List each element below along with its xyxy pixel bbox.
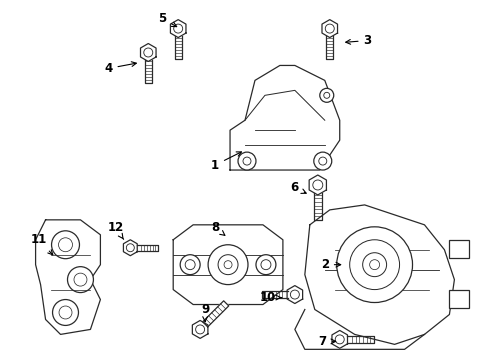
- Polygon shape: [173, 225, 283, 305]
- Polygon shape: [171, 20, 186, 37]
- Polygon shape: [36, 220, 100, 334]
- Polygon shape: [305, 205, 454, 345]
- Polygon shape: [322, 20, 338, 37]
- Text: 2: 2: [321, 258, 341, 271]
- Circle shape: [68, 267, 94, 293]
- Text: 1: 1: [211, 152, 242, 172]
- Circle shape: [350, 240, 399, 289]
- Text: 3: 3: [346, 34, 372, 47]
- Text: 7: 7: [318, 335, 336, 348]
- Circle shape: [208, 245, 248, 285]
- Polygon shape: [123, 240, 137, 256]
- Circle shape: [314, 152, 332, 170]
- Circle shape: [363, 253, 387, 276]
- Polygon shape: [332, 330, 347, 348]
- Polygon shape: [203, 301, 229, 327]
- Text: 8: 8: [211, 221, 225, 235]
- Circle shape: [52, 300, 78, 325]
- Circle shape: [320, 88, 334, 102]
- Text: 4: 4: [104, 62, 136, 75]
- Polygon shape: [287, 285, 303, 303]
- Circle shape: [218, 255, 238, 275]
- Polygon shape: [141, 44, 156, 62]
- Text: 11: 11: [30, 233, 53, 255]
- Circle shape: [51, 231, 79, 259]
- Text: 9: 9: [201, 303, 209, 322]
- Circle shape: [180, 255, 200, 275]
- Circle shape: [256, 255, 276, 275]
- Text: 6: 6: [291, 181, 306, 194]
- Bar: [449, 289, 469, 307]
- Bar: [449, 240, 469, 258]
- Text: 5: 5: [158, 12, 177, 27]
- Circle shape: [337, 227, 413, 302]
- Polygon shape: [193, 320, 208, 338]
- Polygon shape: [309, 175, 326, 195]
- Text: 10: 10: [260, 291, 282, 304]
- Circle shape: [238, 152, 256, 170]
- Polygon shape: [230, 66, 340, 170]
- Text: 12: 12: [107, 221, 123, 239]
